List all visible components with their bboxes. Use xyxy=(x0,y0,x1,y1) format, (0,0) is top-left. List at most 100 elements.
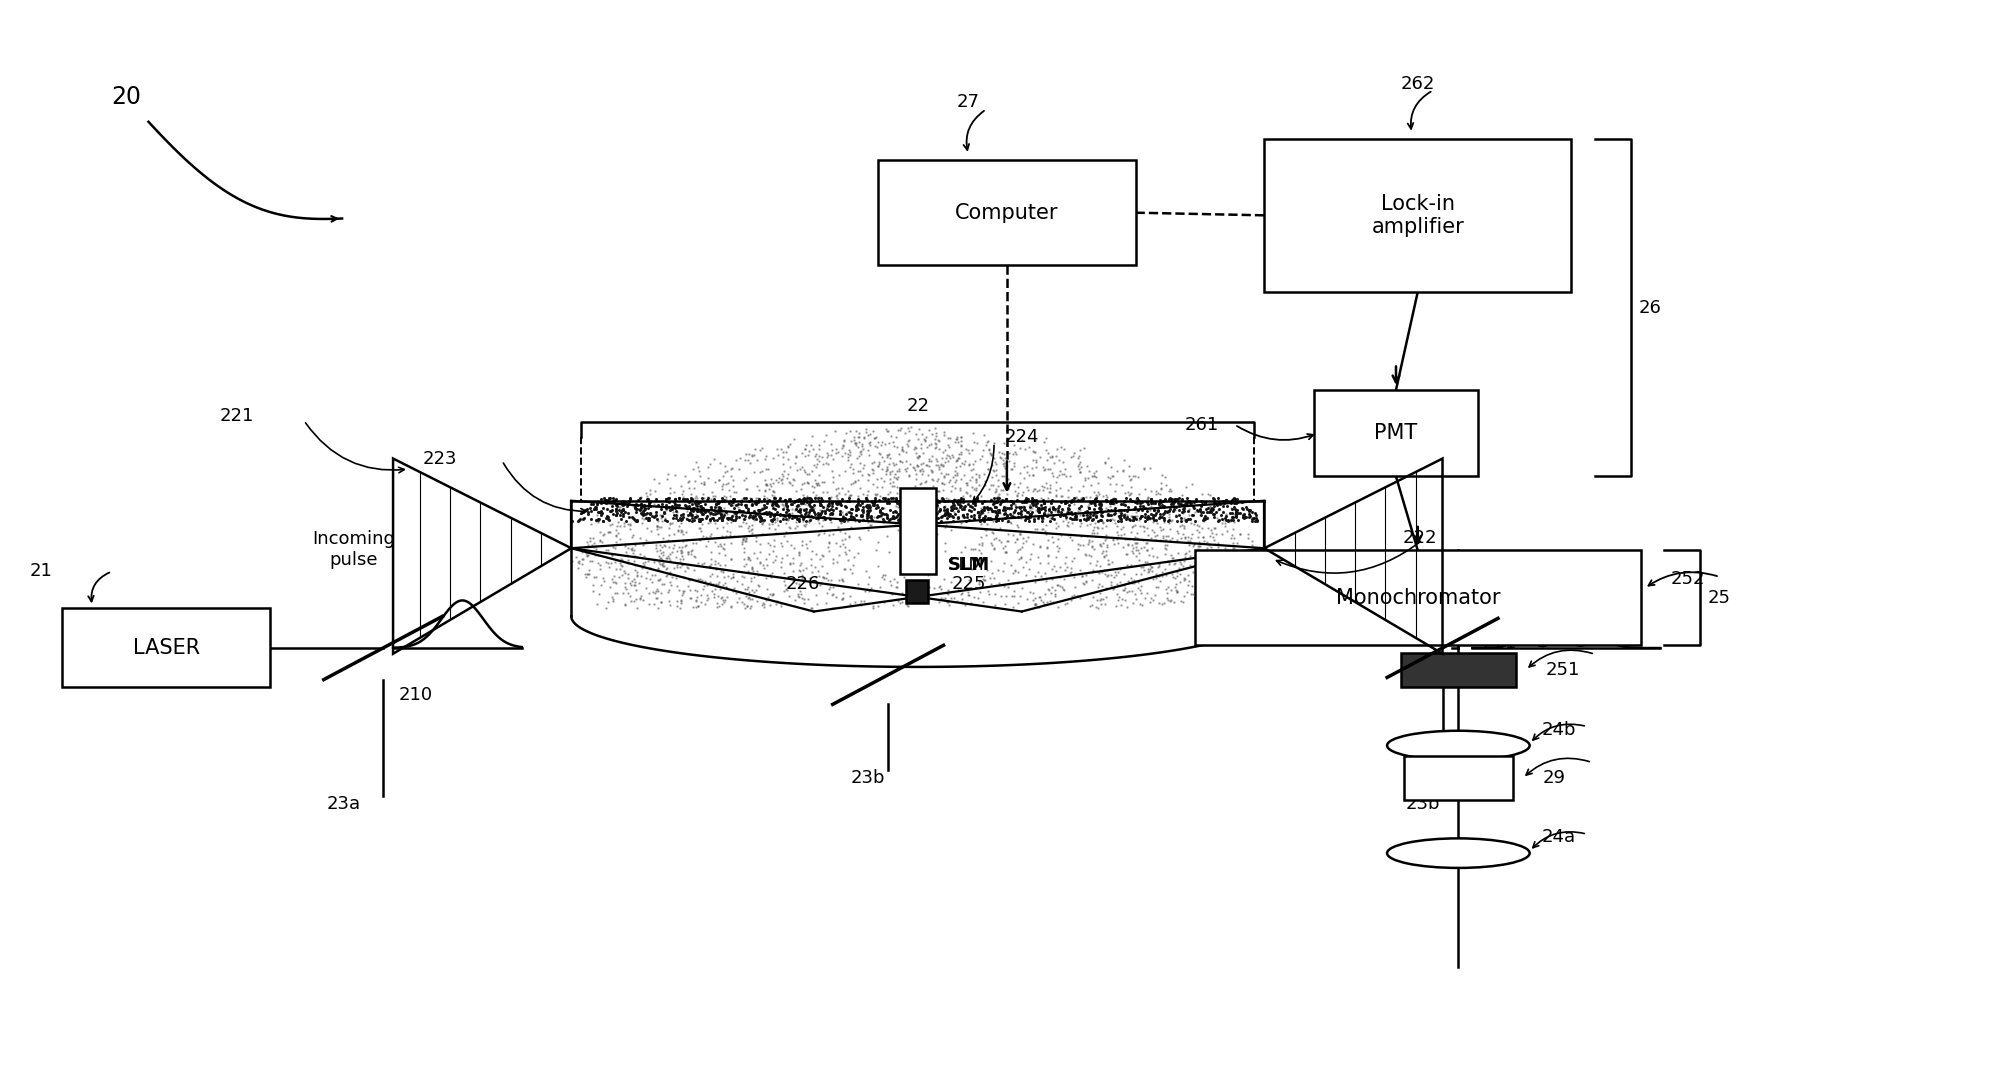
Point xyxy=(1051,509,1083,526)
Point xyxy=(1163,525,1194,542)
Point xyxy=(782,508,814,525)
Point xyxy=(1035,476,1067,493)
Point xyxy=(1133,509,1164,526)
Point xyxy=(614,493,646,510)
Point xyxy=(1103,507,1135,524)
Point xyxy=(1242,549,1274,567)
Point xyxy=(764,469,796,486)
Point xyxy=(831,449,863,466)
Point xyxy=(887,518,919,536)
Point xyxy=(574,511,606,528)
Point xyxy=(792,496,824,513)
Point xyxy=(782,497,814,514)
Point xyxy=(939,433,971,450)
Point xyxy=(608,494,640,511)
Point xyxy=(941,492,973,509)
Point xyxy=(941,493,973,510)
Point xyxy=(708,593,740,610)
Point xyxy=(1206,510,1238,527)
Point xyxy=(582,513,614,530)
Point xyxy=(1007,486,1039,503)
Point xyxy=(893,493,925,510)
Point xyxy=(1081,507,1113,524)
Point xyxy=(1083,578,1115,595)
Point xyxy=(831,492,863,509)
Point xyxy=(1059,549,1091,567)
Point xyxy=(644,537,676,554)
Point xyxy=(1039,558,1071,575)
Point xyxy=(1210,492,1242,509)
Point xyxy=(897,500,929,517)
Point xyxy=(1137,513,1168,530)
Point xyxy=(899,444,931,461)
Point xyxy=(654,582,686,599)
Point xyxy=(666,556,698,573)
Point xyxy=(748,496,780,513)
Point xyxy=(1089,502,1121,520)
Point xyxy=(1089,548,1121,566)
Point xyxy=(766,598,798,615)
Point xyxy=(1033,501,1065,518)
Point xyxy=(702,555,734,572)
Point xyxy=(909,474,941,491)
Point xyxy=(1095,576,1127,593)
Point xyxy=(843,512,875,529)
Point xyxy=(720,505,752,522)
Point xyxy=(608,597,640,614)
Point xyxy=(608,595,640,613)
Point xyxy=(889,424,921,441)
Point xyxy=(853,427,885,444)
Point xyxy=(614,516,646,533)
Point xyxy=(740,505,772,522)
Point xyxy=(1117,518,1149,536)
Point xyxy=(1055,448,1087,465)
Point xyxy=(1085,495,1117,512)
Point xyxy=(688,485,720,502)
Point xyxy=(999,561,1031,578)
Point xyxy=(915,512,947,529)
Point xyxy=(1220,494,1252,511)
Point xyxy=(1206,587,1238,604)
Point xyxy=(953,495,985,512)
Point xyxy=(1131,554,1163,571)
Point xyxy=(1190,571,1222,588)
Point xyxy=(692,577,724,594)
Point xyxy=(640,482,672,499)
Point xyxy=(792,475,824,492)
Point xyxy=(1069,470,1101,487)
Point xyxy=(1123,552,1155,569)
Point xyxy=(668,562,700,579)
Point xyxy=(608,496,640,513)
Point xyxy=(1133,563,1164,580)
Point xyxy=(973,509,1005,526)
Point xyxy=(877,463,909,480)
Point xyxy=(1220,491,1252,508)
Point xyxy=(1073,598,1105,615)
Point xyxy=(1043,540,1075,557)
Point xyxy=(1145,531,1176,548)
Point xyxy=(909,431,941,448)
Point xyxy=(770,515,802,532)
Point xyxy=(650,567,682,584)
Point xyxy=(1011,490,1043,507)
Point xyxy=(865,506,897,523)
Point xyxy=(1194,502,1226,520)
Point xyxy=(1123,492,1155,509)
Point xyxy=(614,493,646,510)
Point xyxy=(841,487,873,505)
Point xyxy=(828,433,859,450)
Point xyxy=(744,501,776,518)
Point xyxy=(929,505,961,522)
Point xyxy=(931,586,963,603)
Point xyxy=(863,578,895,595)
Point xyxy=(750,451,782,468)
Point xyxy=(891,598,923,615)
Point xyxy=(1182,540,1214,557)
Point xyxy=(1123,579,1155,597)
Point xyxy=(626,568,658,585)
Point xyxy=(1047,453,1079,470)
Point xyxy=(979,495,1011,512)
Point xyxy=(578,500,610,517)
Point xyxy=(1168,572,1200,589)
Point xyxy=(1031,474,1063,491)
